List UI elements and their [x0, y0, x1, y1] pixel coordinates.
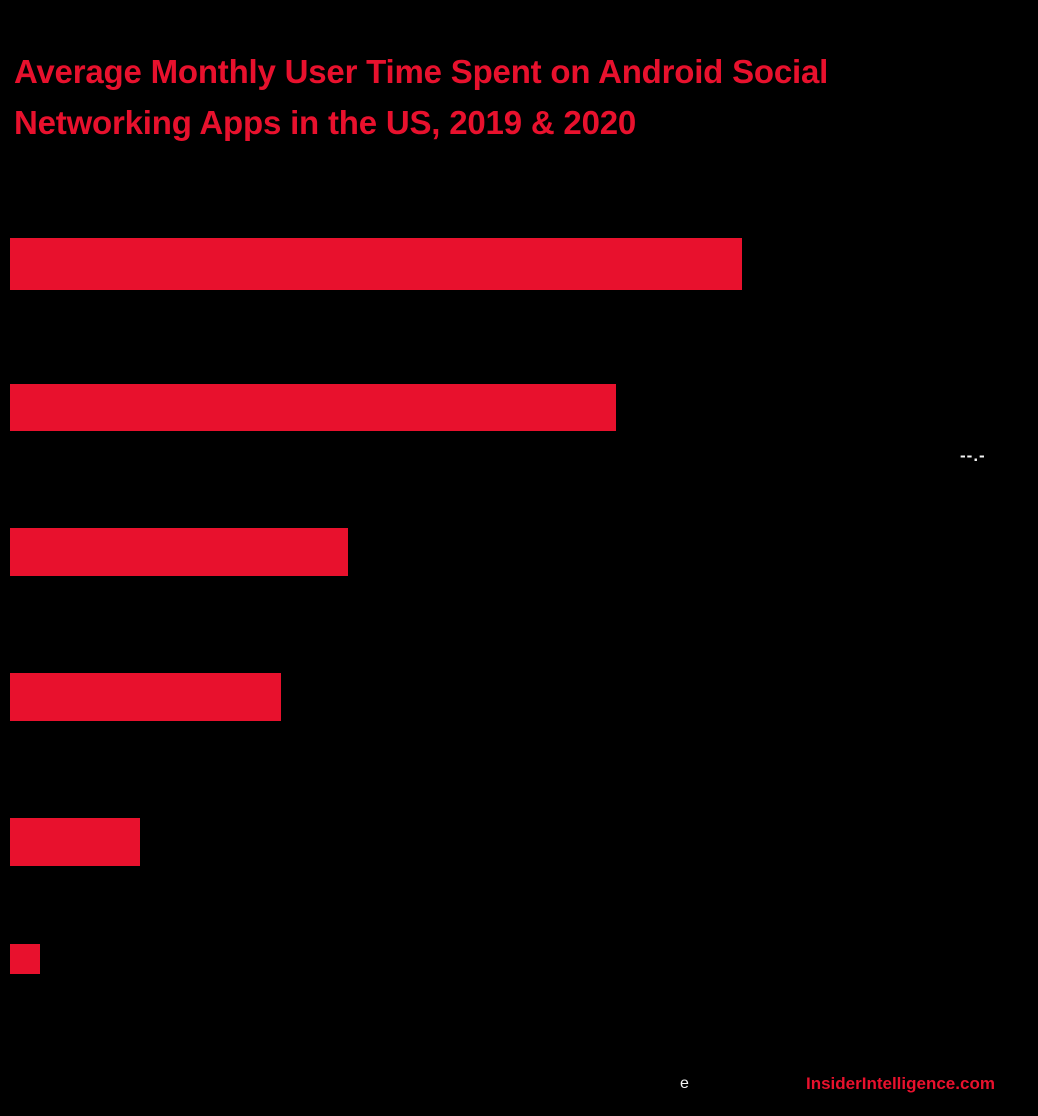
bar-4 [10, 673, 281, 721]
masked-data-label: --.- [960, 446, 986, 465]
footer-note: e [680, 1075, 689, 1092]
bar-2 [10, 384, 616, 431]
chart-title: Average Monthly User Time Spent on Andro… [14, 53, 829, 142]
bar-1 [10, 238, 742, 290]
bars-container [10, 0, 1038, 1116]
bar-3 [10, 528, 348, 576]
brand-text: InsiderIntelligence.com [806, 1074, 995, 1093]
bar-6 [10, 944, 40, 974]
bar-5 [10, 818, 140, 866]
